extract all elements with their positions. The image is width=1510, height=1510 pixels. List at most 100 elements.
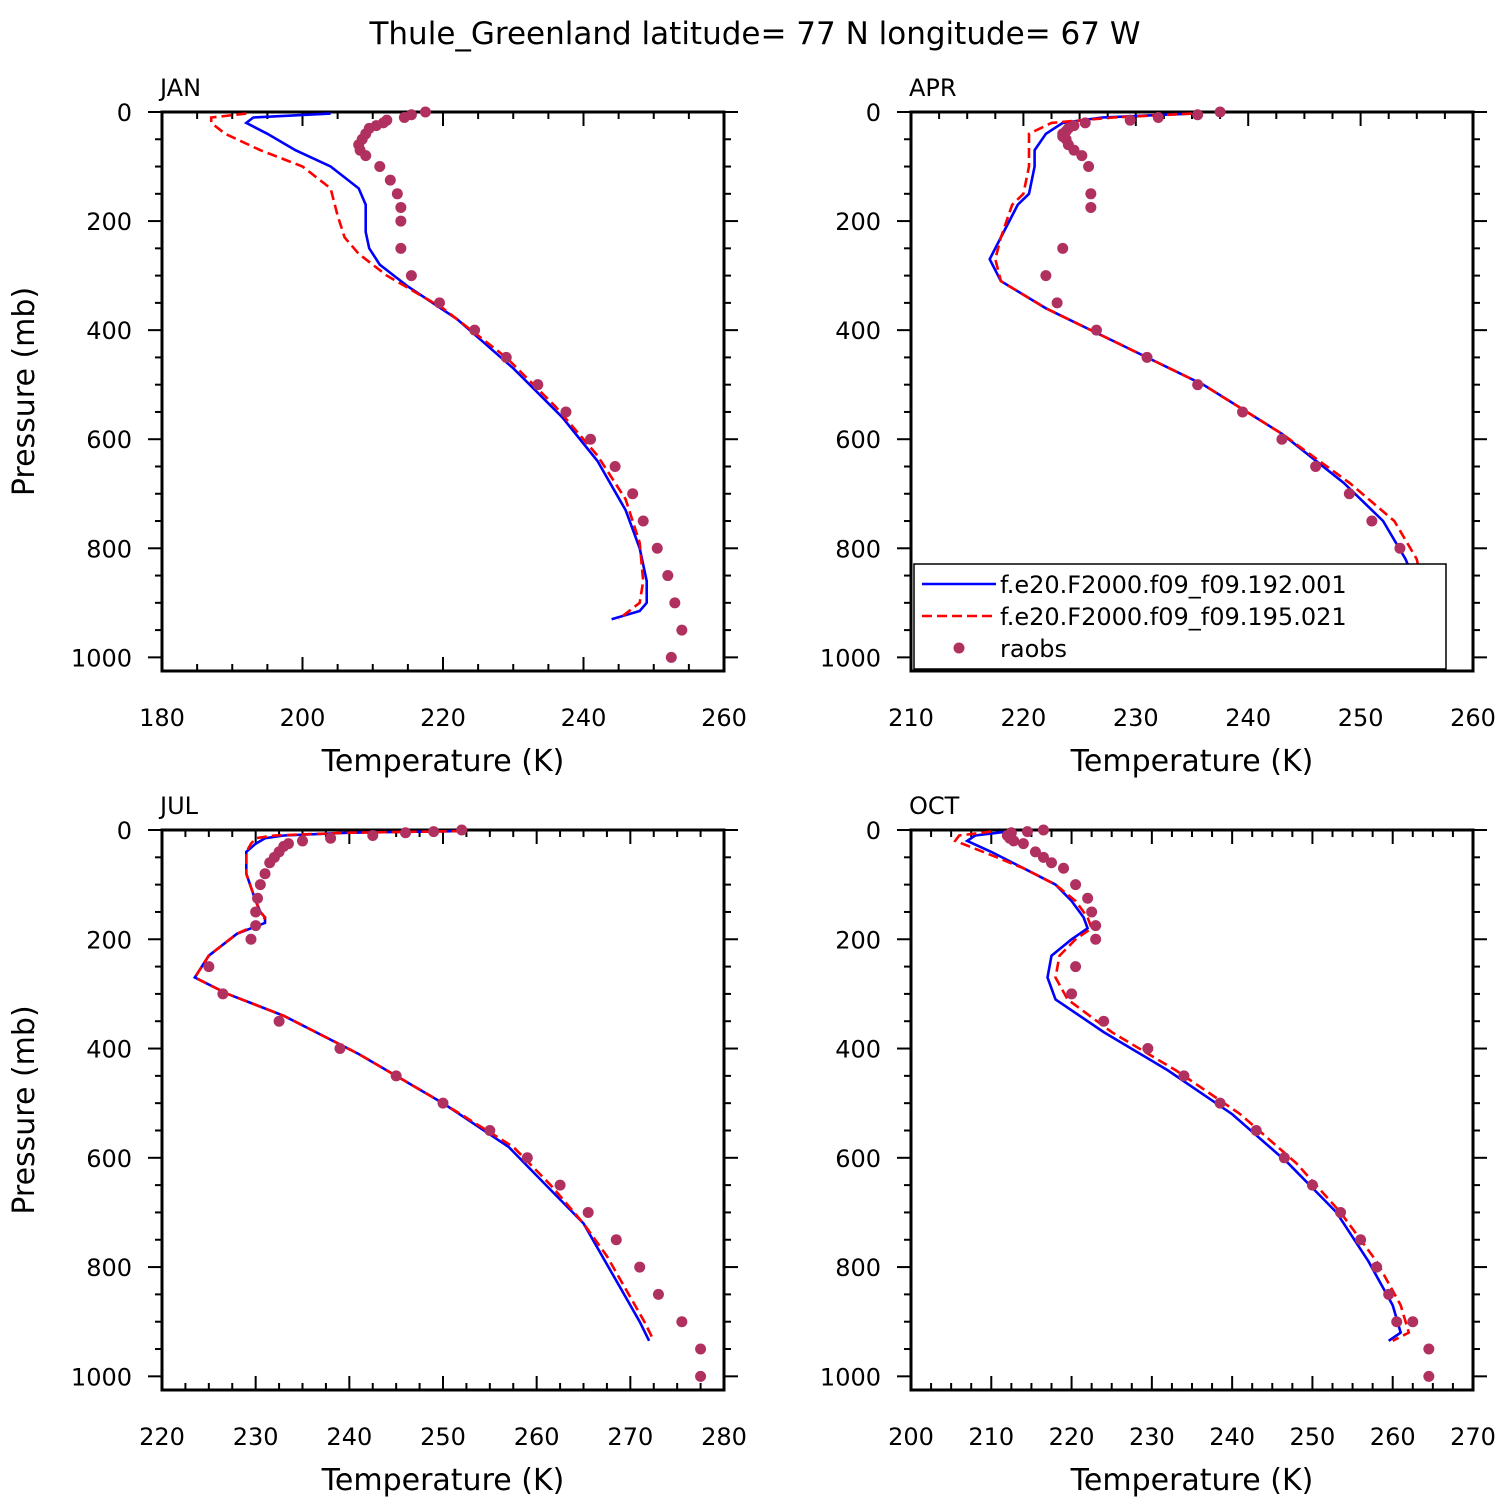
x-tick-label: 280 <box>701 1423 747 1451</box>
x-tick-label: 260 <box>1450 704 1496 732</box>
x-axis-label: Temperature (K) <box>1070 1463 1314 1498</box>
series-raobs <box>353 106 688 663</box>
series-line-192-001 <box>192 829 651 1342</box>
raobs-point <box>437 1097 449 1109</box>
raobs-point <box>532 379 544 391</box>
panel-label: JAN <box>158 74 201 102</box>
raobs-point <box>1083 161 1095 173</box>
x-tick-label: 240 <box>561 704 607 732</box>
x-tick-label: 220 <box>420 704 466 732</box>
y-axis-label: Pressure (mb) <box>7 1005 42 1214</box>
x-tick-label: 240 <box>326 1423 372 1451</box>
plot-frame <box>160 110 726 673</box>
series-line-195-021 <box>993 112 1424 621</box>
raobs-point <box>395 242 407 254</box>
legend-box <box>913 563 1447 670</box>
raobs-point <box>1082 892 1094 904</box>
raobs-point <box>1391 1316 1403 1328</box>
raobs-point <box>610 1234 622 1246</box>
y-tick-label: 200 <box>86 926 132 954</box>
raobs-point <box>1214 1097 1226 1109</box>
raobs-point <box>1070 879 1082 891</box>
raobs-point <box>665 651 677 663</box>
y-tick-label: 400 <box>86 1036 132 1064</box>
panel-label: OCT <box>909 792 960 820</box>
raobs-point <box>695 1370 707 1382</box>
raobs-point <box>1178 1070 1190 1082</box>
y-tick-label: 200 <box>835 208 881 236</box>
raobs-point <box>627 488 639 500</box>
y-tick-label: 600 <box>86 1145 132 1173</box>
x-tick-label: 240 <box>1209 1423 1255 1451</box>
legend-marker-dot <box>953 642 965 654</box>
raobs-point <box>609 460 621 472</box>
figure-title: Thule_Greenland latitude= 77 N longitude… <box>368 16 1140 52</box>
legend: f.e20.F2000.f09_f09.192.001 f.e20.F2000.f… <box>913 563 1447 670</box>
raobs-point <box>1029 846 1041 858</box>
raobs-point <box>395 201 407 213</box>
y-tick-label: 800 <box>86 535 132 563</box>
raobs-point <box>367 829 379 841</box>
raobs-point <box>637 515 649 527</box>
raobs-point <box>1086 906 1098 918</box>
y-tick-label: 800 <box>86 1254 132 1282</box>
raobs-point <box>334 1043 346 1055</box>
x-tick-label: 180 <box>139 704 185 732</box>
series-raobs <box>1001 824 1435 1382</box>
legend-entry: raobs <box>1000 635 1067 663</box>
panel-jul: JUL 220 230 240 250 260 270 280 0 200 400 600 800 100… <box>7 792 747 1498</box>
raobs-point <box>1090 920 1102 932</box>
raobs-point <box>1090 324 1102 336</box>
x-axis-label: Temperature (K) <box>321 1463 565 1498</box>
y-tick-label: 200 <box>86 208 132 236</box>
x-tick-label: 260 <box>1370 1423 1416 1451</box>
raobs-point <box>360 150 372 162</box>
raobs-point <box>1021 826 1033 838</box>
raobs-point <box>390 1070 402 1082</box>
raobs-point <box>250 920 262 932</box>
y-tick-label: 400 <box>86 317 132 345</box>
x-tick-label: 210 <box>888 704 934 732</box>
y-tick-label: 1000 <box>71 644 132 672</box>
raobs-point <box>245 933 257 945</box>
raobs-point <box>634 1261 646 1273</box>
raobs-point <box>1124 114 1136 126</box>
raobs-point <box>250 906 262 918</box>
x-axis-label: Temperature (K) <box>1070 744 1314 779</box>
raobs-point <box>1141 351 1153 363</box>
raobs-point <box>1306 1179 1318 1191</box>
x-tick-label: 220 <box>1049 1423 1095 1451</box>
raobs-point <box>384 174 396 186</box>
raobs-point <box>1098 1015 1110 1027</box>
raobs-point <box>1058 862 1070 874</box>
raobs-point <box>1079 117 1091 129</box>
series-line-192-001 <box>964 830 1403 1342</box>
series-line-195-021 <box>209 112 645 621</box>
x-tick-label: 240 <box>1225 704 1271 732</box>
raobs-point <box>1278 1152 1290 1164</box>
y-tick-label: 0 <box>866 99 881 127</box>
x-tick-label: 260 <box>514 1423 560 1451</box>
raobs-point <box>1310 460 1322 472</box>
panel-label: APR <box>909 74 957 102</box>
y-tick-label: 600 <box>86 426 132 454</box>
y-axis-label: Pressure (mb) <box>7 287 42 496</box>
raobs-point <box>391 188 403 200</box>
y-tick-label: 600 <box>835 1145 881 1173</box>
raobs-point <box>1192 109 1204 121</box>
raobs-point <box>259 868 271 880</box>
series-line-192-001 <box>243 112 649 621</box>
raobs-point <box>1214 106 1226 118</box>
raobs-point <box>419 106 431 118</box>
raobs-point <box>428 826 440 838</box>
x-tick-label: 230 <box>1113 704 1159 732</box>
raobs-point <box>662 570 674 582</box>
x-tick-label: 220 <box>139 1423 185 1451</box>
raobs-point <box>273 1015 285 1027</box>
raobs-point <box>1276 433 1288 445</box>
raobs-point <box>676 1316 688 1328</box>
raobs-point <box>325 832 337 844</box>
series-line-195-021 <box>953 830 1411 1342</box>
x-tick-label: 210 <box>968 1423 1014 1451</box>
raobs-point <box>1423 1370 1435 1382</box>
